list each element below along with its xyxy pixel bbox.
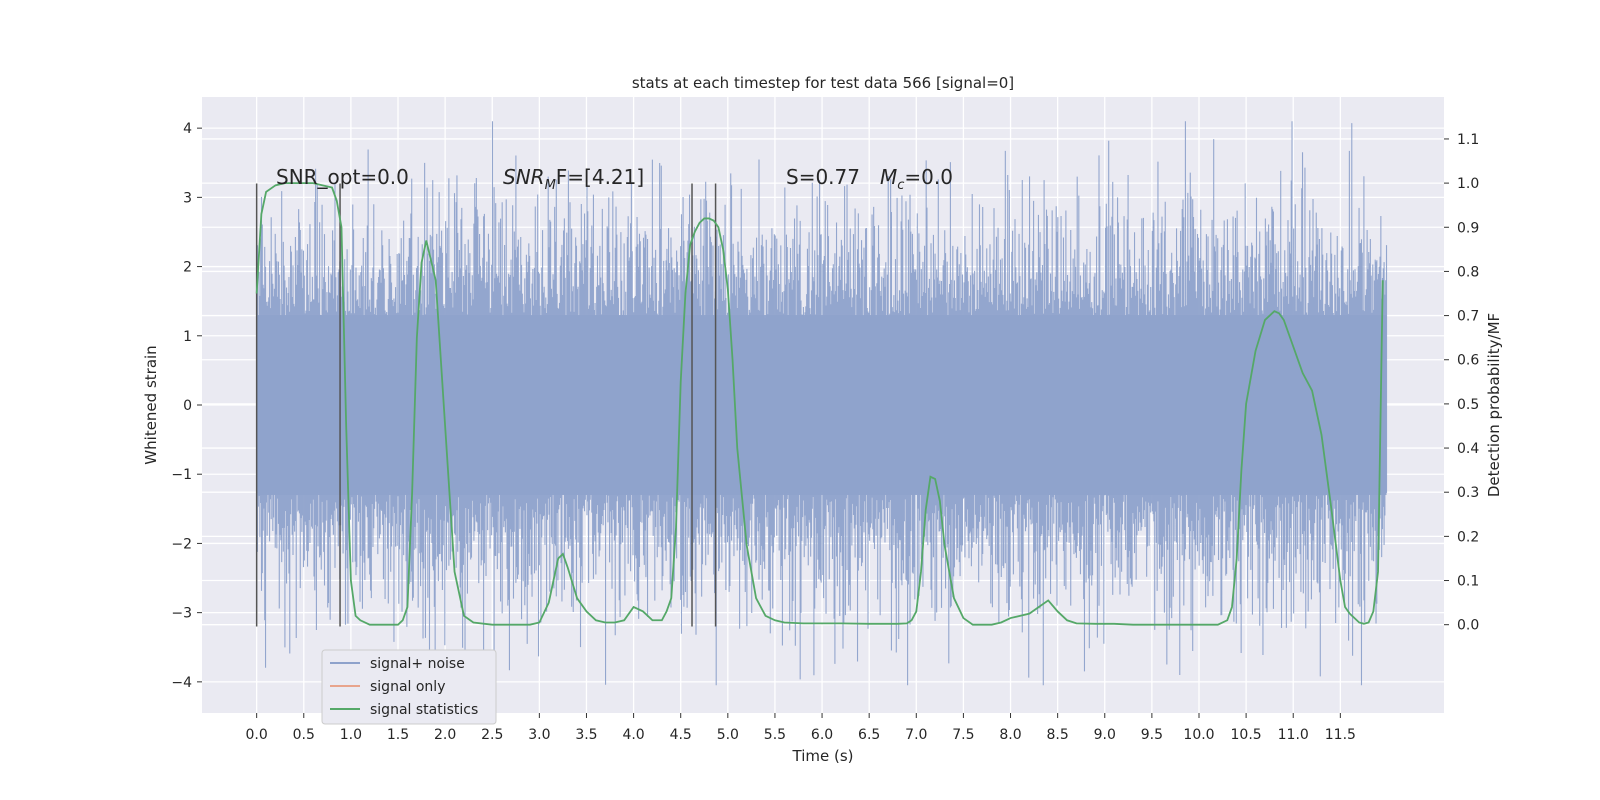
y-right-tick-label: 0.0 — [1457, 618, 1479, 634]
y-left-axis-ticks: −4 −3 −2 −1 0 1 2 3 4 — [171, 121, 202, 691]
y-right-tick-label: 0.1 — [1457, 574, 1479, 590]
x-tick-label: 7.5 — [952, 727, 974, 743]
x-tick-label: 0.5 — [293, 727, 315, 743]
x-tick-label: 5.5 — [764, 727, 786, 743]
x-tick-label: 10.0 — [1183, 727, 1214, 743]
annotation-s: S=0.77 — [786, 165, 860, 189]
y-right-tick-label: 0.6 — [1457, 353, 1479, 369]
x-tick-label: 9.0 — [1094, 727, 1116, 743]
x-tick-label: 11.5 — [1325, 727, 1356, 743]
x-tick-label: 4.5 — [670, 727, 692, 743]
y-right-tick-label: 1.0 — [1457, 176, 1479, 192]
y-right-tick-label: 0.9 — [1457, 220, 1479, 236]
annotation-snr-mf: SNRMF=[4.21] — [503, 165, 644, 193]
y-right-tick-label: 0.4 — [1457, 441, 1479, 457]
x-tick-label: 1.5 — [387, 727, 409, 743]
x-tick-label: 2.0 — [434, 727, 456, 743]
x-tick-label: 3.0 — [528, 727, 550, 743]
annotation-snr-mf-value: F=[4.21] — [556, 165, 644, 189]
y-left-tick-label: −4 — [171, 675, 192, 691]
y-right-tick-label: 1.1 — [1457, 132, 1479, 148]
legend-label-signal-statistics: signal statistics — [370, 702, 478, 718]
y-left-tick-label: 2 — [183, 260, 192, 276]
x-axis-title: Time (s) — [792, 747, 854, 765]
y-right-tick-label: 0.2 — [1457, 529, 1479, 545]
x-tick-label: 10.5 — [1231, 727, 1262, 743]
annotation-snr-opt-text: SNR_opt=0.0 — [276, 165, 409, 189]
x-tick-label: 7.0 — [905, 727, 927, 743]
x-tick-label: 0.0 — [246, 727, 268, 743]
x-tick-label: 1.0 — [340, 727, 362, 743]
y-right-axis-title: Detection probability/MF — [1485, 313, 1503, 497]
x-tick-label: 5.0 — [717, 727, 739, 743]
annotation-mc-value: =0.0 — [904, 165, 953, 189]
annotations: SNR_opt=0.0 SNRMF=[4.21] S=0.77 Mc=0.0 — [276, 165, 953, 193]
legend-label-signal-only: signal only — [370, 679, 445, 695]
y-left-tick-label: −3 — [171, 606, 192, 622]
y-right-tick-label: 0.8 — [1457, 264, 1479, 280]
annotation-snr-mf-main: SNR — [503, 165, 545, 189]
y-left-tick-label: 1 — [183, 329, 192, 345]
y-left-tick-label: 0 — [183, 398, 192, 414]
y-left-tick-label: 4 — [183, 121, 192, 137]
y-right-axis-ticks: 0.0 0.1 0.2 0.3 0.4 0.5 0.6 0.7 0.8 0.9 1.0 1.1 — [1444, 132, 1479, 634]
y-left-tick-label: −2 — [171, 536, 192, 552]
legend-label-signal-noise: signal+ noise — [370, 656, 465, 672]
y-left-tick-label: 3 — [183, 190, 192, 206]
y-right-tick-label: 0.5 — [1457, 397, 1479, 413]
x-tick-label: 9.5 — [1141, 727, 1163, 743]
y-left-tick-label: −1 — [171, 467, 192, 483]
x-tick-label: 6.5 — [858, 727, 880, 743]
annotation-mc: Mc=0.0 — [880, 165, 953, 193]
chart-title: stats at each timestep for test data 566… — [632, 74, 1014, 92]
x-tick-label: 3.5 — [575, 727, 597, 743]
x-tick-label: 4.0 — [622, 727, 644, 743]
x-tick-label: 6.0 — [811, 727, 833, 743]
x-tick-label: 11.0 — [1278, 727, 1309, 743]
signal-statistics-line — [255, 182, 1384, 626]
y-right-tick-label: 0.3 — [1457, 485, 1479, 501]
legend-box — [321, 649, 497, 725]
x-tick-label: 8.5 — [1047, 727, 1069, 743]
annotation-snr-mf-sub: M — [545, 178, 556, 193]
annotation-s-text: S=0.77 — [786, 165, 860, 189]
x-tick-label: 2.5 — [481, 727, 503, 743]
x-tick-label: 8.0 — [999, 727, 1021, 743]
y-left-axis-title: Whitened strain — [142, 345, 160, 464]
legend: signal+ noise signal only signal statist… — [321, 649, 497, 725]
annotation-mc-main: M — [880, 165, 897, 189]
x-axis-ticks: 0.0 0.5 1.0 1.5 2.0 2.5 3.0 3.5 4.0 4.5 5.0 5.5 6.0 6… — [246, 713, 1356, 743]
y-right-tick-label: 0.7 — [1457, 309, 1479, 325]
annotation-mc-sub: c — [897, 178, 904, 193]
noise-series — [256, 121, 1388, 686]
annotation-snr-opt: SNR_opt=0.0 — [276, 165, 409, 189]
vertical-markers — [255, 183, 717, 627]
